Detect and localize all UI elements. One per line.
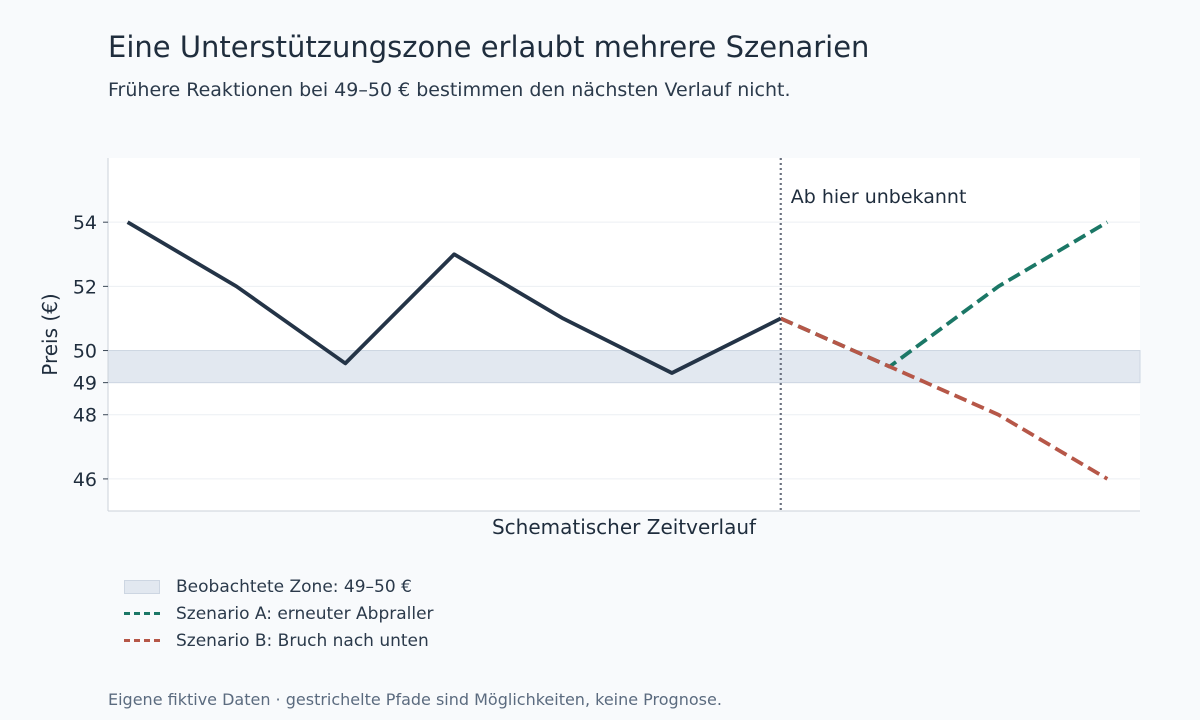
x-axis-label: Schematischer Zeitverlauf (492, 515, 757, 539)
source-note: Eigene fiktive Daten · gestrichelte Pfad… (108, 690, 722, 709)
plot-area (108, 158, 1140, 511)
y-tick-label: 54 (73, 212, 97, 234)
series-line-history (126, 220, 782, 375)
line-chart: 46 48 49 50 52 54 Schematischer Zeitverlauf Pre… (38, 158, 1141, 539)
legend-item-zone: Beobachtete Zone: 49–50 € (124, 573, 434, 600)
zone-swatch (124, 579, 160, 594)
y-tick-label: 52 (73, 276, 97, 298)
legend-label-scenario-b: Szenario B: Bruch nach unten (176, 630, 429, 651)
y-tick-label: 50 (73, 341, 97, 363)
legend: Beobachtete Zone: 49–50 € Szenario A: er… (124, 573, 434, 654)
support-zone (107, 350, 1141, 384)
series-line-scenario-b (779, 316, 1109, 481)
legend-item-scenario-b: Szenario B: Bruch nach unten (124, 627, 434, 654)
legend-label-zone: Beobachtete Zone: 49–50 € (176, 576, 412, 597)
y-tick-label: 49 (73, 373, 97, 395)
y-axis-label: Preis (€) (38, 293, 62, 375)
chart-subtitle: Frühere Reaktionen bei 49–50 € bestimmen… (108, 79, 791, 101)
legend-label-scenario-a: Szenario A: erneuter Abpraller (176, 603, 434, 624)
y-tick-label: 46 (73, 469, 97, 491)
chart-title: Eine Unterstützungszone erlaubt mehrere … (108, 30, 870, 64)
divider-label: Ab hier unbekannt (791, 186, 967, 208)
scenario-a-swatch (124, 612, 160, 615)
legend-item-scenario-a: Szenario A: erneuter Abpraller (124, 600, 434, 627)
y-tick-label: 48 (73, 405, 97, 427)
scenario-b-swatch (124, 639, 160, 642)
